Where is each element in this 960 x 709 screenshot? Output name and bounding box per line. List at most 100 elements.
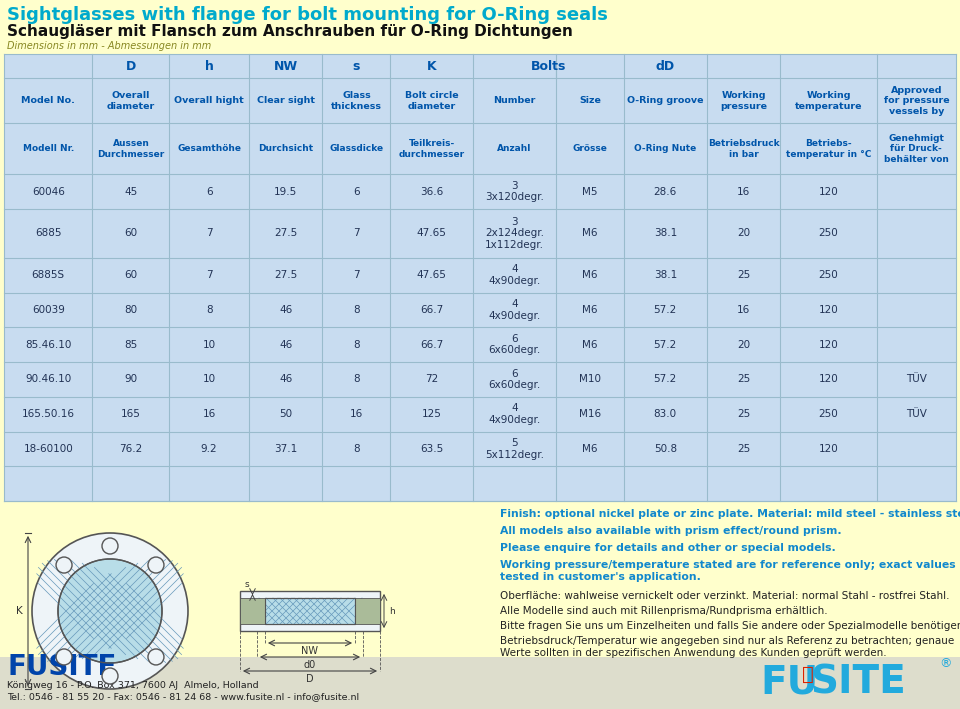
Text: 8: 8 [353, 444, 360, 454]
Text: D: D [306, 674, 314, 684]
Text: 6
6x60degr.: 6 6x60degr. [489, 369, 540, 390]
Text: 16: 16 [737, 305, 750, 315]
Text: Please enquire for details and other or special models.: Please enquire for details and other or … [500, 543, 836, 553]
Text: s: s [244, 580, 249, 589]
Text: Overall
diameter: Overall diameter [107, 91, 156, 111]
Text: 8: 8 [353, 340, 360, 350]
Text: Overall hight: Overall hight [175, 96, 244, 106]
Text: 18-60100: 18-60100 [23, 444, 73, 454]
Text: O-Ring groove: O-Ring groove [627, 96, 704, 106]
Text: 20: 20 [737, 340, 750, 350]
Text: 6885S: 6885S [32, 270, 64, 280]
Text: 45: 45 [124, 186, 137, 196]
Text: 38.1: 38.1 [654, 270, 677, 280]
Text: 38.1: 38.1 [654, 228, 677, 238]
Text: 50: 50 [279, 409, 292, 419]
Text: Glassdicke: Glassdicke [329, 145, 384, 153]
Text: M5: M5 [582, 186, 598, 196]
Text: Bolt circle
diameter: Bolt circle diameter [405, 91, 459, 111]
Text: 8: 8 [353, 374, 360, 384]
Text: 6
6x60degr.: 6 6x60degr. [489, 334, 540, 355]
Bar [700, 659, 955, 706]
Text: Approved
for pressure
vessels by: Approved for pressure vessels by [883, 86, 949, 116]
Text: Schaugläser mit Flansch zum Anschrauben für O-Ring Dichtungen: Schaugläser mit Flansch zum Anschrauben … [7, 24, 573, 39]
Text: 4
4x90degr.: 4 4x90degr. [489, 299, 540, 320]
Text: dD: dD [656, 60, 675, 73]
Text: 57.2: 57.2 [654, 305, 677, 315]
Circle shape [58, 559, 162, 663]
Text: Anzahl: Anzahl [497, 145, 532, 153]
Circle shape [148, 557, 164, 573]
Text: 5
5x112degr.: 5 5x112degr. [485, 438, 544, 459]
Bar [265, 598, 355, 624]
Text: 83.0: 83.0 [654, 409, 677, 419]
Text: Gesamthöhe: Gesamthöhe [178, 145, 241, 153]
Text: 4
4x90degr.: 4 4x90degr. [489, 264, 540, 286]
Text: 60: 60 [125, 270, 137, 280]
Text: Königweg 16 - P.O. Box 371, 7600 AJ  Almelo, Holland: Königweg 16 - P.O. Box 371, 7600 AJ Alme… [7, 681, 258, 689]
Text: O-Ring Nute: O-Ring Nute [635, 145, 696, 153]
Text: Model No.: Model No. [21, 96, 75, 106]
Text: K: K [427, 60, 437, 73]
Text: 27.5: 27.5 [274, 270, 298, 280]
Text: Betriebsdruck
in bar: Betriebsdruck in bar [708, 139, 780, 159]
Circle shape [32, 533, 188, 689]
Text: 63.5: 63.5 [420, 444, 444, 454]
Text: SITE: SITE [810, 663, 905, 701]
Text: 85: 85 [124, 340, 137, 350]
Text: Bitte fragen Sie uns um Einzelheiten und falls Sie andere oder Spezialmodelle be: Bitte fragen Sie uns um Einzelheiten und… [500, 621, 960, 631]
Text: ®: ® [940, 657, 952, 671]
Text: h: h [204, 60, 213, 73]
Text: NW: NW [301, 646, 319, 656]
Text: D: D [126, 60, 136, 73]
Text: Bolts: Bolts [531, 60, 566, 73]
Text: 57.2: 57.2 [654, 374, 677, 384]
Text: 46: 46 [279, 340, 292, 350]
Text: 36.6: 36.6 [420, 186, 444, 196]
Text: Size: Size [579, 96, 601, 106]
Text: M6: M6 [582, 305, 598, 315]
Text: 125: 125 [421, 409, 442, 419]
Bar [240, 598, 265, 624]
Text: 10: 10 [203, 374, 216, 384]
Text: Grösse: Grösse [572, 145, 608, 153]
Text: 47.65: 47.65 [417, 228, 446, 238]
Text: 8: 8 [353, 305, 360, 315]
Circle shape [102, 538, 118, 554]
Text: TÜV: TÜV [906, 374, 926, 384]
Text: 6: 6 [205, 186, 212, 196]
Text: M6: M6 [582, 228, 598, 238]
Text: 28.6: 28.6 [654, 186, 677, 196]
Text: Modell Nr.: Modell Nr. [23, 145, 74, 153]
Text: TÜV: TÜV [906, 409, 926, 419]
Bar [4, 54, 956, 501]
Text: s: s [352, 60, 360, 73]
Bar [240, 591, 380, 631]
Text: All models also available with prism effect/round prism.: All models also available with prism eff… [500, 526, 842, 536]
Text: K: K [16, 606, 23, 616]
Text: 6885: 6885 [35, 228, 61, 238]
Text: h: h [389, 606, 395, 615]
Text: 72: 72 [425, 374, 439, 384]
Text: 165: 165 [121, 409, 141, 419]
Text: 37.1: 37.1 [274, 444, 298, 454]
Text: 16: 16 [349, 409, 363, 419]
Text: M6: M6 [582, 444, 598, 454]
Text: FUSITE: FUSITE [7, 653, 116, 681]
Bar [265, 598, 355, 624]
Text: Working
temperature: Working temperature [795, 91, 862, 111]
Text: Genehmigt
für Druck-
behälter von: Genehmigt für Druck- behälter von [884, 134, 948, 164]
Text: 250: 250 [819, 270, 838, 280]
Text: 25: 25 [737, 374, 750, 384]
Circle shape [56, 557, 72, 573]
Text: 46: 46 [279, 374, 292, 384]
Text: Working
pressure: Working pressure [720, 91, 767, 111]
Text: Number: Number [493, 96, 536, 106]
Text: 7: 7 [205, 228, 212, 238]
Text: 20: 20 [737, 228, 750, 238]
Text: 120: 120 [819, 374, 838, 384]
Text: 4
4x90degr.: 4 4x90degr. [489, 403, 540, 425]
Text: Working pressure/temperature stated are for reference only; exact values need to: Working pressure/temperature stated are … [500, 560, 960, 581]
Text: 6: 6 [353, 186, 360, 196]
Text: 60039: 60039 [32, 305, 64, 315]
